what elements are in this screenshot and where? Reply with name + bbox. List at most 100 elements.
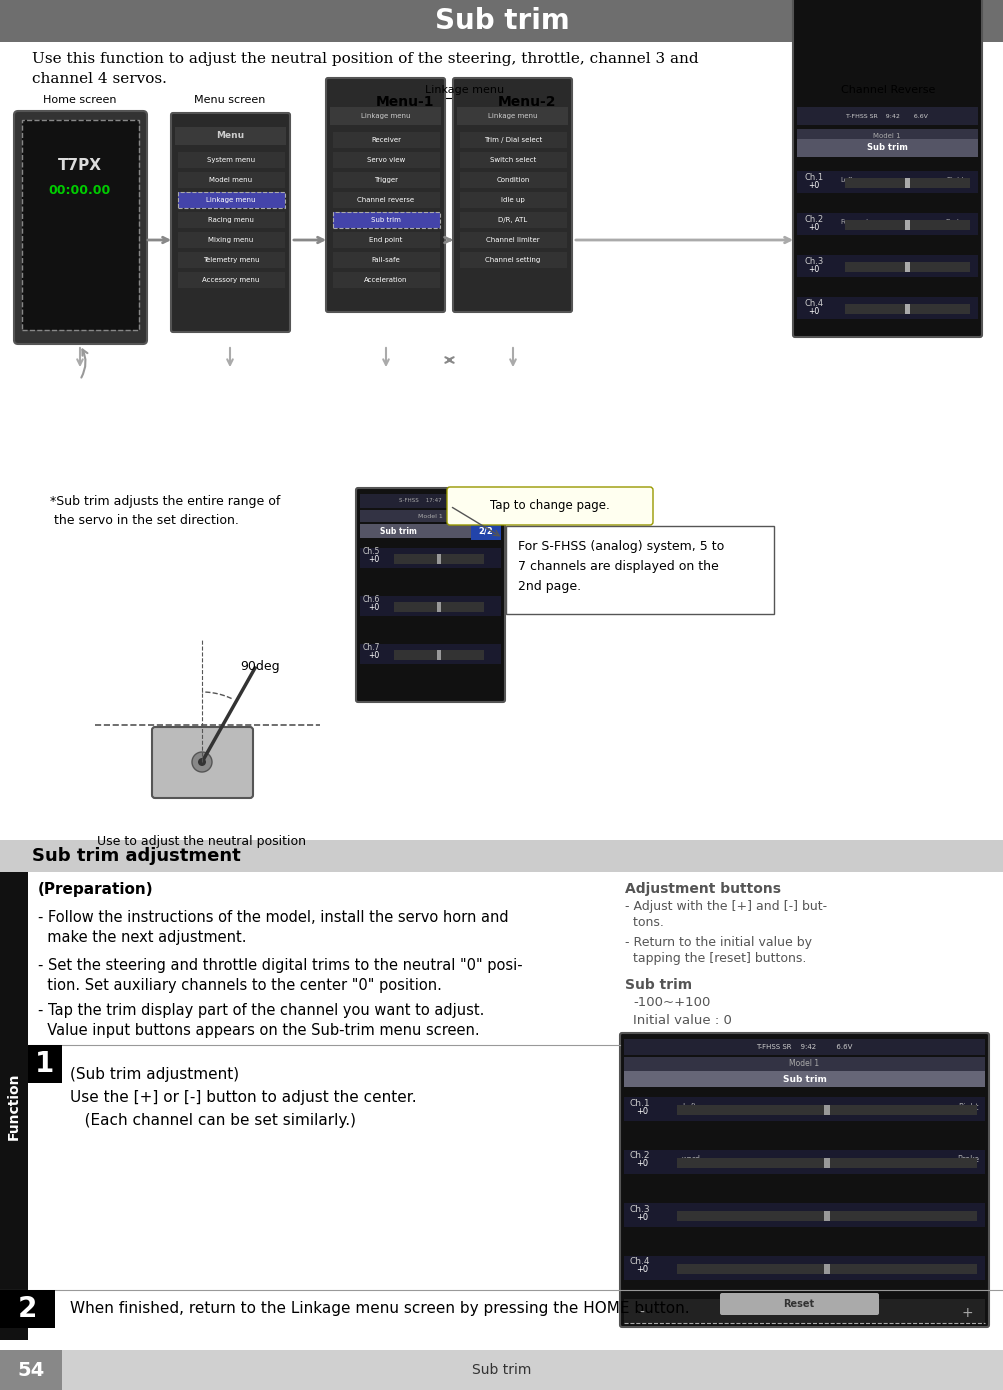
FancyBboxPatch shape (326, 78, 444, 311)
FancyBboxPatch shape (452, 78, 572, 311)
Bar (904, 304, 909, 314)
Bar (360, 644, 500, 664)
Text: +0: +0 (368, 556, 379, 564)
Bar (330, 107, 440, 125)
Text: T7PX: T7PX (58, 157, 102, 172)
Bar (0, 840, 1003, 872)
Text: Ch.2: Ch.2 (804, 215, 823, 225)
Bar (459, 213, 567, 228)
Text: Sub trim: Sub trim (434, 7, 569, 35)
Text: Channel Reverse: Channel Reverse (840, 85, 934, 95)
Text: - Set the steering and throttle digital trims to the neutral "0" posi-: - Set the steering and throttle digital … (38, 958, 523, 973)
Text: Receiver: Receiver (371, 138, 400, 143)
Bar (333, 213, 439, 228)
Bar (360, 493, 500, 507)
Bar (178, 252, 285, 268)
Text: +: + (960, 1307, 972, 1320)
Text: Channel setting: Channel setting (484, 257, 540, 263)
Bar (796, 213, 977, 235)
Bar (845, 261, 969, 272)
Bar (178, 172, 285, 188)
Bar (624, 1072, 984, 1087)
Text: ward: ward (681, 1155, 700, 1165)
Text: make the next adjustment.: make the next adjustment. (38, 930, 247, 945)
Text: Mixing menu: Mixing menu (209, 238, 254, 243)
Text: Ch.1: Ch.1 (804, 174, 823, 182)
Text: Adjustment buttons: Adjustment buttons (625, 883, 780, 897)
Text: +0: +0 (635, 1212, 648, 1222)
Text: Channel limiter: Channel limiter (485, 238, 540, 243)
Text: When finished, return to the Linkage menu screen by pressing the HOME button.: When finished, return to the Linkage men… (70, 1301, 689, 1316)
Bar (823, 1158, 829, 1168)
Text: tapping the [reset] buttons.: tapping the [reset] buttons. (625, 952, 805, 965)
Text: Sub trim: Sub trim (379, 527, 416, 535)
Text: +0: +0 (807, 264, 818, 274)
Text: Model 1: Model 1 (873, 133, 900, 139)
Text: - Follow the instructions of the model, install the servo horn and: - Follow the instructions of the model, … (38, 910, 509, 924)
Text: Model 1: Model 1 (417, 513, 442, 518)
Text: Linkage menu: Linkage menu (206, 197, 256, 203)
Text: Use to adjust the neutral position: Use to adjust the neutral position (97, 835, 306, 848)
Bar (0, 0, 1003, 42)
Bar (624, 1257, 984, 1280)
Bar (22, 120, 138, 329)
Text: channel 4 servos.: channel 4 servos. (32, 72, 166, 86)
Bar (845, 304, 969, 314)
Bar (333, 252, 439, 268)
Text: +0: +0 (635, 1265, 648, 1275)
Bar (333, 232, 439, 247)
Text: T-FHSS SR    9:42       6.6V: T-FHSS SR 9:42 6.6V (846, 114, 927, 118)
Bar (459, 172, 567, 188)
Text: - Return to the initial value by: - Return to the initial value by (625, 935, 811, 949)
Text: Left: Left (840, 177, 853, 183)
Text: T-FHSS SR    9:42         6.6V: T-FHSS SR 9:42 6.6V (755, 1044, 852, 1049)
Text: Value input buttons appears on the Sub-trim menu screen.: Value input buttons appears on the Sub-t… (38, 1023, 479, 1038)
Text: - Tap the trim display part of the channel you want to adjust.: - Tap the trim display part of the chann… (38, 1004, 483, 1017)
Text: *Sub trim adjusts the entire range of
 the servo in the set direction.: *Sub trim adjusts the entire range of th… (50, 495, 280, 527)
Text: tons.: tons. (625, 916, 663, 929)
FancyBboxPatch shape (506, 525, 773, 614)
Text: Condition: Condition (495, 177, 530, 183)
Text: Ch.5: Ch.5 (363, 548, 380, 556)
Bar (175, 126, 286, 145)
Bar (904, 178, 909, 188)
Bar (333, 172, 439, 188)
Text: Menu: Menu (216, 132, 244, 140)
Bar (796, 254, 977, 277)
Bar (904, 220, 909, 229)
Bar (845, 178, 969, 188)
Text: Sub trim: Sub trim (625, 979, 691, 992)
Text: Channel reverse: Channel reverse (357, 197, 414, 203)
Text: Accessory menu: Accessory menu (203, 277, 260, 284)
Text: Ch.3: Ch.3 (629, 1205, 650, 1213)
FancyBboxPatch shape (356, 488, 505, 702)
Bar (676, 1211, 976, 1220)
Text: Use the [+] or [-] button to adjust the center.: Use the [+] or [-] button to adjust the … (70, 1090, 416, 1105)
Text: End point: End point (369, 238, 402, 243)
Bar (360, 524, 470, 538)
Circle shape (198, 758, 206, 766)
Bar (360, 548, 500, 569)
Bar (624, 1150, 984, 1175)
Bar (823, 1105, 829, 1115)
Bar (459, 132, 567, 147)
Text: tion. Set auxiliary channels to the center "0" position.: tion. Set auxiliary channels to the cent… (38, 979, 441, 992)
Text: (Preparation): (Preparation) (38, 883, 153, 897)
Bar (470, 523, 500, 539)
Text: Servo view: Servo view (366, 157, 405, 163)
Text: Model menu: Model menu (210, 177, 253, 183)
Text: (Sub trim adjustment): (Sub trim adjustment) (70, 1068, 239, 1081)
Bar (436, 651, 440, 660)
Bar (178, 272, 285, 288)
Text: 00:00.00: 00:00.00 (49, 183, 111, 196)
Text: Reset: Reset (782, 1300, 813, 1309)
Bar (456, 107, 568, 125)
Bar (333, 272, 439, 288)
Bar (459, 232, 567, 247)
Text: Sub trim adjustment: Sub trim adjustment (32, 847, 241, 865)
Text: Menu-1: Menu-1 (375, 95, 434, 108)
FancyBboxPatch shape (719, 1293, 878, 1315)
Text: D/R, ATL: D/R, ATL (497, 217, 528, 222)
Text: S-FHSS    17:47    6.6V: S-FHSS 17:47 6.6V (399, 498, 461, 503)
Text: Forward: Forward (840, 220, 868, 225)
